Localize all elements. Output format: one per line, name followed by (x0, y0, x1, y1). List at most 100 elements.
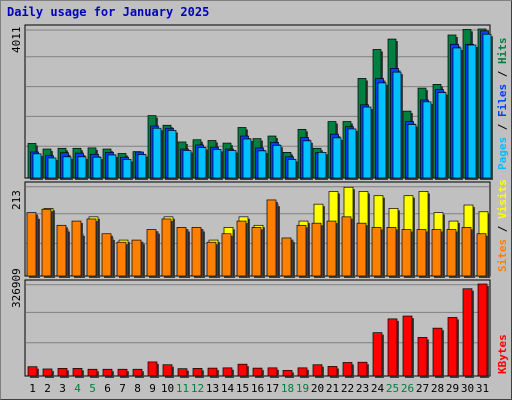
pages-bar (182, 150, 192, 179)
x-tick-label: 24 (371, 382, 385, 395)
sites-bar (326, 220, 337, 277)
kbytes-bar (222, 367, 233, 377)
pages-bar (212, 149, 222, 179)
x-tick-label: 12 (191, 382, 204, 395)
kbytes-bar (42, 368, 53, 377)
kbytes-bar (27, 366, 38, 377)
kbytes-bar (357, 361, 368, 377)
sites-bar (191, 227, 202, 277)
x-tick-label: 7 (119, 382, 126, 395)
x-tick-label: 10 (161, 382, 174, 395)
kbytes-bar (177, 368, 188, 377)
pages-bar (377, 82, 387, 179)
x-tick-label: 28 (431, 382, 444, 395)
pages-bar (122, 159, 132, 179)
pages-bar (452, 47, 462, 179)
pages-bar (227, 150, 237, 179)
sites-bar (251, 227, 262, 277)
hits-max-label: 4011 (10, 26, 23, 54)
chart-title: Daily usage for January 2025 (7, 5, 210, 19)
sites-bar (56, 224, 67, 277)
sites-bar (161, 218, 172, 277)
legend-entry: / (496, 117, 509, 137)
visits-panel-legend: Sites / Visits (496, 179, 509, 272)
legend-entry: / (496, 219, 509, 239)
sites-bar (131, 239, 142, 277)
legend-entry: Hits (496, 37, 509, 65)
x-tick-label: 5 (89, 382, 96, 395)
visits-max-label: 213 (10, 190, 23, 210)
x-tick-label: 16 (251, 382, 264, 395)
sites-bar (116, 241, 127, 277)
x-tick-label: 2 (44, 382, 51, 395)
kbytes-bar (132, 368, 143, 377)
x-tick-label: 21 (326, 382, 339, 395)
sites-bar (311, 222, 322, 277)
x-tick-label: 29 (446, 382, 459, 395)
x-tick-label: 4 (74, 382, 81, 395)
kbytes-bar (312, 364, 323, 377)
pages-bar (272, 144, 282, 179)
pages-bar (467, 44, 477, 179)
legend-entry: Visits (496, 179, 509, 219)
sites-bar (476, 233, 487, 277)
x-tick-label: 20 (311, 382, 324, 395)
pages-bar (137, 154, 147, 179)
sites-bar (221, 233, 232, 277)
kbytes-bar (327, 366, 338, 377)
x-tick-label: 8 (134, 382, 141, 395)
pages-bar (437, 92, 447, 179)
sites-bar (26, 212, 37, 277)
kbytes-bar (57, 368, 68, 377)
sites-bar (86, 218, 97, 277)
sites-bar (41, 208, 52, 277)
kbytes-bar (462, 288, 473, 377)
kbytes-bar (252, 367, 263, 377)
pages-bar (62, 156, 72, 179)
legend-entry: / (496, 64, 509, 84)
x-tick-label: 17 (266, 382, 279, 395)
pages-bar (77, 156, 87, 179)
kbytes-bar (192, 368, 203, 377)
x-tick-label: 15 (236, 382, 249, 395)
pages-bar (197, 147, 207, 179)
x-tick-label: 26 (401, 382, 414, 395)
kbytes-bar (102, 368, 113, 377)
kbytes-bar (237, 363, 248, 377)
sites-bar (206, 241, 217, 277)
pages-bar (47, 157, 57, 179)
kbytes-bar (387, 318, 398, 377)
pages-bar (302, 140, 312, 179)
pages-bar (257, 150, 267, 179)
legend-entry: Sites (496, 238, 509, 272)
kbytes-bar (372, 332, 383, 377)
pages-bar (332, 137, 342, 179)
sites-bar (371, 227, 382, 277)
sites-bar (341, 216, 352, 277)
pages-bar (347, 128, 357, 179)
pages-bar (107, 154, 117, 179)
kbytes-bar (207, 367, 218, 377)
sites-bar (101, 233, 112, 277)
sites-bar (71, 220, 82, 277)
kbytes-bar (282, 370, 293, 377)
sites-bar (176, 227, 187, 277)
kbytes-bar (117, 368, 128, 377)
kbytes-panel-legend: KBytes (496, 334, 509, 374)
sites-bar (146, 229, 157, 277)
kbytes-bar (417, 337, 428, 377)
legend-entry: Pages (496, 136, 509, 170)
kbytes-max-label: 326909 (10, 268, 23, 308)
pages-bar (242, 138, 252, 179)
kbytes-bar (342, 362, 353, 377)
sites-bar (236, 220, 247, 277)
pages-bar (392, 71, 402, 179)
sites-bar (416, 229, 427, 277)
sites-bar (296, 224, 307, 277)
x-tick-label: 11 (176, 382, 189, 395)
sites-bar (281, 237, 292, 277)
x-tick-label: 18 (281, 382, 294, 395)
x-tick-label: 31 (476, 382, 489, 395)
kbytes-bar (162, 364, 173, 377)
x-tick-label: 25 (386, 382, 399, 395)
